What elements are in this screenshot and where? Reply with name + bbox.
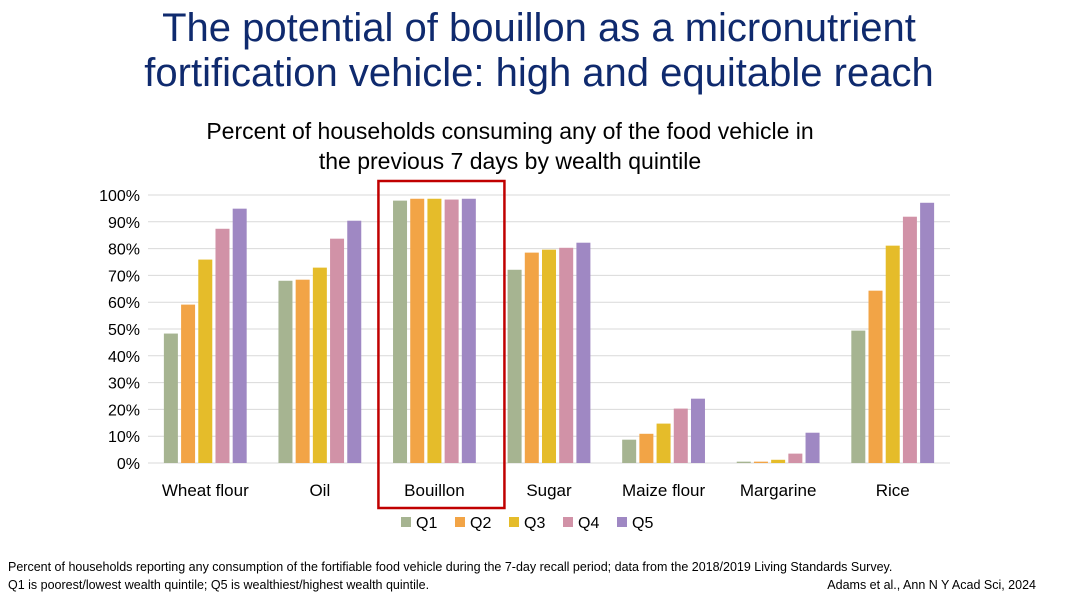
title-line-2: fortification vehicle: high and equitabl… <box>144 51 934 95</box>
bar-q1 <box>163 333 178 463</box>
bar-q1 <box>507 269 522 463</box>
x-tick-label: Bouillon <box>404 481 465 500</box>
legend-swatch-q2 <box>455 517 465 527</box>
y-tick-label: 10% <box>108 429 140 446</box>
bar-q4 <box>902 216 917 463</box>
x-tick-label: Rice <box>876 481 910 500</box>
legend-swatch-q4 <box>563 517 573 527</box>
citation: Adams et al., Ann N Y Acad Sci, 2024 <box>827 578 1036 592</box>
bar-q3 <box>542 249 556 463</box>
legend-label-q1: Q1 <box>416 515 437 532</box>
bar-q1 <box>278 280 293 463</box>
x-tick-label: Oil <box>309 481 330 500</box>
bar-q3 <box>312 267 327 463</box>
footnote-line-2: Q1 is poorest/lowest wealth quintile; Q5… <box>8 578 430 592</box>
bar-q2 <box>181 304 196 463</box>
bar-q1 <box>851 330 866 463</box>
bar-q4 <box>788 453 803 463</box>
bar-q1 <box>622 439 637 463</box>
bar-q3 <box>198 259 213 463</box>
x-tick-label: Maize flour <box>622 481 705 500</box>
chart-title-line-1: Percent of households consuming any of t… <box>206 118 814 144</box>
bar-q4 <box>444 199 459 463</box>
bar-q3 <box>885 245 900 463</box>
y-tick-label: 20% <box>108 402 140 419</box>
bar-q2 <box>753 461 768 463</box>
legend-swatch-q1 <box>401 517 411 527</box>
y-tick-label: 50% <box>108 322 140 339</box>
y-tick-label: 90% <box>108 215 140 232</box>
bar-q5 <box>690 398 705 463</box>
bar-q5 <box>461 198 476 463</box>
bar-q3 <box>771 459 786 463</box>
y-tick-label: 80% <box>108 242 140 259</box>
x-tick-label: Margarine <box>740 481 817 500</box>
bar-q2 <box>524 252 539 463</box>
bar-q2 <box>639 433 654 463</box>
legend-swatch-q3 <box>509 517 519 527</box>
x-tick-label: Wheat flour <box>162 481 249 500</box>
bar-q5 <box>805 432 820 463</box>
bar-q4 <box>330 238 345 463</box>
bar-q5 <box>576 242 591 463</box>
bar-q5 <box>347 220 362 463</box>
x-tick-label: Sugar <box>526 481 572 500</box>
bar-q4 <box>215 228 230 463</box>
y-tick-label: 100% <box>99 188 140 205</box>
bar-q2 <box>410 198 425 463</box>
y-tick-label: 0% <box>117 456 140 473</box>
bar-q3 <box>427 198 442 463</box>
bar-q5 <box>920 202 935 463</box>
bar-q1 <box>393 200 408 464</box>
y-tick-label: 70% <box>108 268 140 285</box>
legend-label-q4: Q4 <box>578 515 599 532</box>
bar-q3 <box>656 423 671 463</box>
legend-label-q5: Q5 <box>632 515 653 532</box>
bar-q2 <box>295 279 310 463</box>
chart-title: Percent of households consuming any of t… <box>150 116 870 176</box>
bar-q4 <box>559 247 574 463</box>
bar-q5 <box>232 208 247 463</box>
highlight-box <box>377 179 506 510</box>
bar-q1 <box>736 461 751 463</box>
chart-title-line-2: the previous 7 days by wealth quintile <box>318 148 702 174</box>
bar-q2 <box>868 290 883 463</box>
y-tick-label: 40% <box>108 349 140 366</box>
legend-label-q3: Q3 <box>524 515 545 532</box>
y-tick-label: 60% <box>108 295 140 312</box>
legend-swatch-q5 <box>617 517 627 527</box>
bar-q4 <box>673 408 688 463</box>
y-tick-label: 30% <box>108 376 140 393</box>
legend-label-q2: Q2 <box>470 515 491 532</box>
title-line-1: The potential of bouillon as a micronutr… <box>162 6 916 50</box>
footnote-line-1: Percent of households reporting any cons… <box>8 560 893 574</box>
slide-title: The potential of bouillon as a micronutr… <box>0 6 1078 96</box>
